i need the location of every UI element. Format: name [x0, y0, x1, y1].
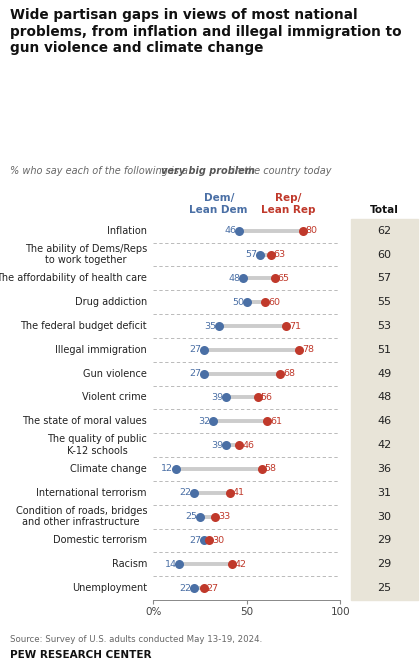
Text: % who say each of the following is a: % who say each of the following is a [10, 166, 192, 176]
Text: Climate change: Climate change [70, 464, 147, 474]
Text: 65: 65 [278, 274, 289, 283]
Text: Racism: Racism [112, 560, 147, 570]
Text: 63: 63 [274, 250, 286, 259]
Text: 68: 68 [283, 369, 295, 378]
Text: 48: 48 [377, 392, 391, 402]
Text: 30: 30 [212, 536, 224, 545]
Text: The state of moral values: The state of moral values [22, 416, 147, 426]
Text: The affordability of health care: The affordability of health care [0, 273, 147, 283]
Text: 27: 27 [189, 536, 201, 545]
Text: PEW RESEARCH CENTER: PEW RESEARCH CENTER [10, 650, 152, 660]
Text: Drug addiction: Drug addiction [75, 297, 147, 307]
Text: 60: 60 [268, 298, 280, 307]
Text: International terrorism: International terrorism [37, 488, 147, 498]
Text: Unemployment: Unemployment [72, 583, 147, 593]
Text: in the country today: in the country today [229, 166, 331, 176]
Text: 78: 78 [302, 345, 314, 354]
Text: Condition of roads, bridges
and other infrastructure: Condition of roads, bridges and other in… [16, 506, 147, 528]
Text: 27: 27 [189, 345, 201, 354]
Text: Illegal immigration: Illegal immigration [55, 345, 147, 355]
Text: 49: 49 [377, 369, 391, 379]
Text: 36: 36 [377, 464, 391, 474]
Text: 55: 55 [377, 297, 391, 307]
Text: 58: 58 [265, 465, 276, 473]
Text: The quality of public
K-12 schools: The quality of public K-12 schools [47, 434, 147, 456]
Text: 25: 25 [377, 583, 391, 593]
Text: 42: 42 [377, 440, 391, 450]
Text: 25: 25 [185, 512, 197, 521]
Text: Violent crime: Violent crime [82, 392, 147, 402]
Text: 29: 29 [377, 560, 391, 570]
Text: 33: 33 [218, 512, 230, 521]
Text: 50: 50 [232, 298, 244, 307]
Text: 61: 61 [270, 417, 282, 426]
Text: Wide partisan gaps in views of most national
problems, from inflation and illega: Wide partisan gaps in views of most nati… [10, 8, 402, 56]
Text: 31: 31 [377, 488, 391, 498]
Text: very big problem: very big problem [161, 166, 255, 176]
Text: Rep/
Lean Rep: Rep/ Lean Rep [261, 193, 315, 215]
Text: 14: 14 [165, 560, 177, 569]
Text: 27: 27 [207, 583, 218, 593]
Text: Gun violence: Gun violence [83, 369, 147, 379]
Text: 27: 27 [189, 369, 201, 378]
Text: 80: 80 [306, 226, 318, 235]
Text: Inflation: Inflation [107, 225, 147, 236]
Text: 46: 46 [377, 416, 391, 426]
Text: 46: 46 [224, 226, 236, 235]
Text: 39: 39 [211, 441, 223, 450]
Text: Dem/
Lean Dem: Dem/ Lean Dem [189, 193, 248, 215]
Text: 56: 56 [261, 393, 273, 402]
Text: 53: 53 [377, 321, 391, 331]
Text: 22: 22 [180, 488, 192, 497]
Text: Source: Survey of U.S. adults conducted May 13-19, 2024.: Source: Survey of U.S. adults conducted … [10, 635, 263, 644]
Text: 60: 60 [377, 249, 391, 259]
Text: 42: 42 [235, 560, 247, 569]
Text: 41: 41 [233, 488, 245, 497]
Text: 51: 51 [377, 345, 391, 355]
Text: Total: Total [370, 206, 399, 215]
Text: 29: 29 [377, 536, 391, 546]
Text: 12: 12 [161, 465, 173, 473]
Text: 22: 22 [180, 583, 192, 593]
Text: 39: 39 [211, 393, 223, 402]
Text: The federal budget deficit: The federal budget deficit [21, 321, 147, 331]
Text: 62: 62 [377, 225, 391, 236]
Text: 48: 48 [228, 274, 240, 283]
Text: 46: 46 [242, 441, 254, 450]
Text: 57: 57 [245, 250, 257, 259]
Text: 57: 57 [377, 273, 391, 283]
Text: The ability of Dems/Reps
to work together: The ability of Dems/Reps to work togethe… [25, 244, 147, 265]
Text: Domestic terrorism: Domestic terrorism [53, 536, 147, 546]
Text: 35: 35 [204, 322, 216, 331]
Text: 30: 30 [377, 512, 391, 522]
Text: 71: 71 [289, 322, 301, 331]
Text: 32: 32 [198, 417, 210, 426]
